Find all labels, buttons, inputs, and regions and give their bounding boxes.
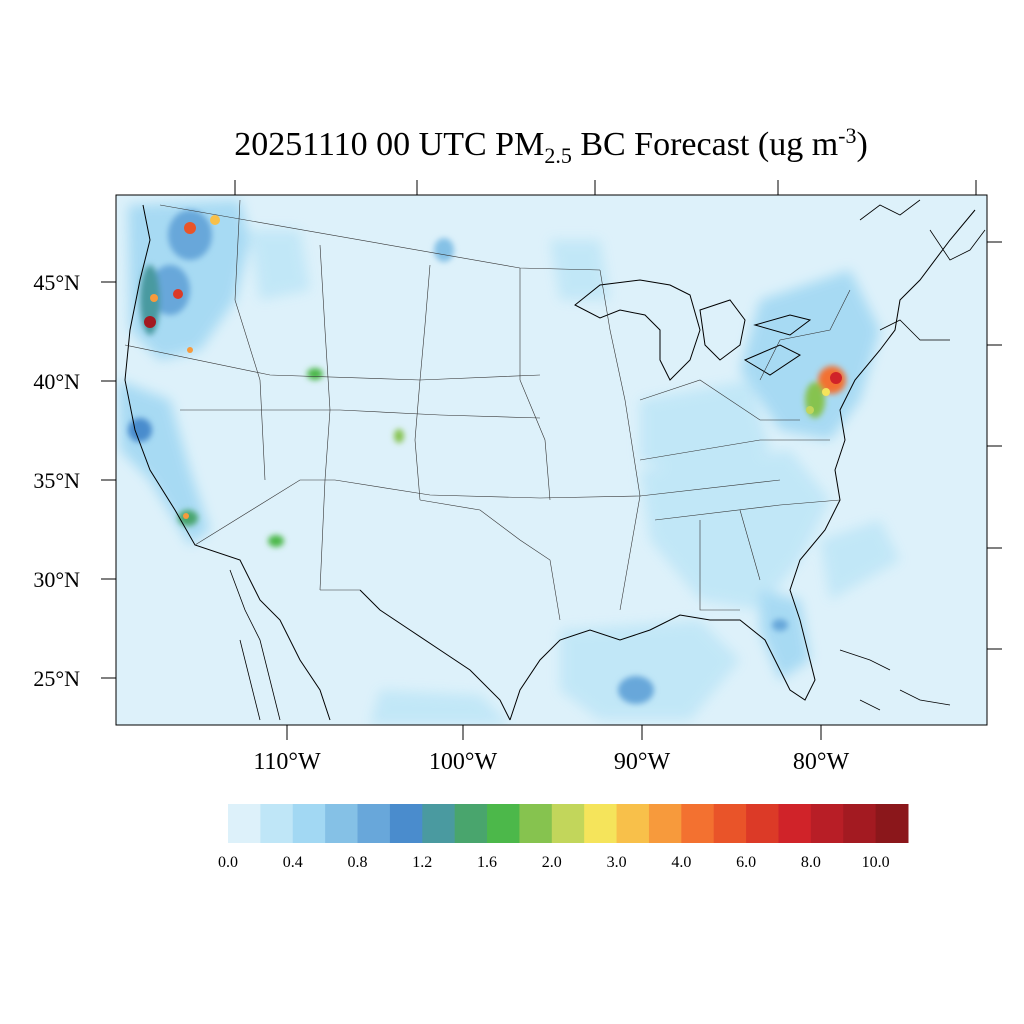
right-axis-ticks	[987, 241, 1002, 650]
colorbar-swatch	[713, 804, 747, 843]
colorbar-swatch	[746, 804, 779, 843]
map-panel	[116, 195, 987, 725]
colorbar-swatch	[487, 804, 520, 843]
latitude-labels: 45°N 40°N 35°N 30°N 25°N	[33, 270, 80, 691]
colorbar-swatch	[681, 804, 715, 843]
left-axis-ticks	[101, 281, 116, 679]
colorbar-swatch	[389, 804, 423, 843]
colorbar-tick-label: 10.0	[862, 854, 890, 871]
peak-los-angeles	[183, 513, 189, 519]
peak-new-jersey	[822, 388, 830, 396]
hotspot-portland	[150, 265, 190, 315]
colorbar-swatch	[325, 804, 359, 843]
chart-title: 20251110 00 UTC PM2.5 BC Forecast (ug m-…	[234, 123, 868, 168]
colorbar-tick-label: 1.6	[477, 854, 497, 871]
plume-gulf	[560, 620, 740, 720]
colorbar-swatch	[778, 804, 812, 843]
colorbar-swatch	[875, 804, 909, 843]
state-boundaries	[124, 199, 851, 621]
colorbar-tick-label: 0.4	[283, 854, 303, 871]
plume-great-lakes	[550, 240, 610, 300]
hotspot-bay-area	[128, 418, 152, 442]
hotspot-oregon-coast	[140, 265, 160, 335]
colorbar-swatch	[454, 804, 488, 843]
plume-northeast	[740, 270, 880, 440]
hotspot-phoenix	[268, 535, 284, 547]
map-frame	[115, 194, 988, 726]
plume-mexico	[370, 690, 510, 725]
us-outline	[124, 204, 976, 721]
title-superscript: -3	[838, 123, 856, 148]
colorbar-swatches	[228, 804, 909, 843]
colorbar-swatch	[228, 804, 261, 843]
lat-label-30: 30°N	[33, 567, 80, 592]
peak-nyc	[830, 372, 842, 384]
colorbar-swatch	[810, 804, 844, 843]
lon-label-100: 100°W	[429, 749, 498, 775]
colorbar-tick-label: 8.0	[801, 854, 821, 871]
peak-oregon-east	[187, 347, 193, 353]
plume-southeast	[640, 450, 830, 610]
colorbar-tick-label: 0.0	[218, 854, 238, 871]
peak-oregon-inland	[150, 294, 158, 302]
peak-portland	[173, 289, 183, 299]
colorbar-tick-label: 6.0	[736, 854, 756, 871]
plume-idaho	[250, 230, 310, 300]
colorbar-tick-label: 2.0	[542, 854, 562, 871]
colorbar-swatch	[551, 804, 585, 843]
colorbar-swatch	[843, 804, 877, 843]
lon-label-90: 90°W	[614, 749, 671, 775]
colorbar-swatch	[616, 804, 650, 843]
title-suffix: )	[856, 126, 867, 163]
colorbar: 0.0 0.4 0.8 1.2 1.6 2.0 3.0 4.0 6.0 8.0 10.0	[218, 804, 909, 871]
peak-seattle	[184, 222, 196, 234]
colorbar-labels: 0.0 0.4 0.8 1.2 1.6 2.0 3.0 4.0 6.0 8.0 10.0	[218, 854, 890, 871]
colorbar-swatch	[292, 804, 326, 843]
longitude-labels: 110°W 100°W 90°W 80°W	[253, 749, 849, 775]
lon-label-80: 80°W	[793, 749, 850, 775]
lat-label-40: 40°N	[33, 369, 80, 394]
colorbar-tick-label: 1.2	[412, 854, 432, 871]
title-subscript: 2.5	[544, 143, 572, 168]
lat-label-35: 35°N	[33, 468, 80, 493]
hotspot-denver	[394, 429, 404, 443]
lon-label-110: 110°W	[253, 749, 321, 775]
peak-philadelphia	[806, 406, 814, 414]
lat-label-45: 45°N	[33, 270, 80, 295]
hotspot-gulf	[618, 676, 654, 704]
colorbar-tick-label: 0.8	[348, 854, 368, 871]
colorbar-swatch	[357, 804, 391, 843]
colorbar-swatch	[584, 804, 618, 843]
title-prefix: 20251110 00 UTC PM	[234, 126, 544, 163]
hotspot-florida	[772, 619, 788, 631]
colorbar-tick-label: 4.0	[671, 854, 691, 871]
colorbar-swatch	[422, 804, 456, 843]
hotspot-wyoming	[307, 368, 323, 380]
colorbar-swatch	[519, 804, 553, 843]
hotspot-north-dakota	[434, 238, 454, 262]
colorbar-swatch	[260, 804, 294, 843]
plume-pacific-northwest	[128, 200, 250, 360]
mexico-coast	[229, 569, 281, 721]
plume-atlantic	[820, 520, 900, 600]
colorbar-tick-label: 3.0	[607, 854, 627, 871]
peak-oregon-coast	[144, 316, 156, 328]
title-middle: BC Forecast (ug m	[572, 126, 838, 163]
map-background	[116, 195, 987, 725]
canada-coast	[859, 199, 986, 341]
bottom-axis-ticks	[286, 725, 822, 740]
great-lakes	[574, 279, 812, 381]
caribbean-islands	[839, 649, 951, 711]
peak-washington	[210, 215, 220, 225]
hotspot-seattle	[168, 210, 212, 260]
top-axis-ticks	[234, 180, 977, 195]
colorbar-swatch	[648, 804, 682, 843]
lat-label-25: 25°N	[33, 666, 80, 691]
